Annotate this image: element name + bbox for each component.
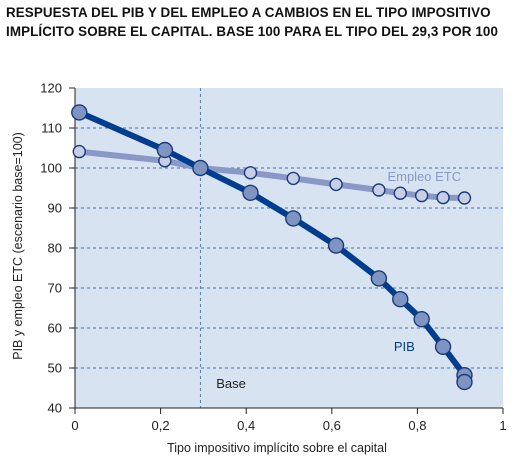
series-empleo-etc	[72, 144, 472, 205]
pib-point	[434, 338, 452, 355]
empleo-etc-point	[243, 166, 258, 180]
empleo-etc-point	[457, 191, 472, 205]
empleo-etc-point	[393, 186, 407, 200]
y-tick-label: 110	[41, 121, 62, 136]
pib-point	[71, 104, 88, 121]
x-tick-label: 0,6	[323, 418, 341, 433]
chart-title: RESPUESTA DEL PIB Y DEL EMPLEO A CAMBIOS…	[6, 5, 499, 39]
y-tick-label: 70	[48, 281, 62, 296]
series-label-pib: PIB	[394, 339, 415, 354]
empleo-etc-point	[436, 190, 450, 205]
pib-point	[456, 373, 473, 391]
y-tick-label: 100	[40, 161, 62, 176]
base-reference-label: Base	[216, 376, 246, 391]
pib-point	[327, 237, 345, 254]
y-tick-label: 90	[48, 201, 62, 216]
empleo-etc-point	[72, 144, 86, 159]
empleo-etc-point	[372, 183, 386, 197]
series-label-empleo-etc: Empleo ETC	[387, 169, 461, 184]
pib-point	[392, 291, 409, 308]
x-tick-labels: 0 0,2 0,4 0,6 0,8 1	[71, 418, 506, 433]
x-tick-label: 0,4	[237, 418, 255, 433]
pib-point	[370, 270, 388, 287]
empleo-etc-point	[329, 177, 343, 192]
pib-point	[192, 159, 209, 177]
pib-point	[285, 210, 302, 227]
axes	[69, 87, 504, 414]
empleo-etc-point	[286, 171, 300, 186]
x-tick-label: 0	[71, 418, 78, 433]
pib-point	[156, 141, 174, 159]
y-tick-label: 80	[48, 241, 62, 256]
x-axis-label: Tipo impositivo implícito sobre el capit…	[167, 441, 387, 455]
y-tick-label: 50	[48, 361, 62, 376]
x-tick-label: 1	[499, 418, 506, 433]
pib-point	[413, 311, 430, 328]
empleo-etc-point	[414, 188, 429, 203]
y-tick-label: 60	[48, 321, 62, 336]
x-tick-label: 0,8	[408, 418, 426, 433]
series-pib	[71, 104, 473, 391]
y-tick-label: 40	[48, 401, 62, 416]
y-axis-label: PIB y empleo ETC (escenario base=100)	[11, 132, 25, 360]
pib-point	[242, 184, 259, 202]
y-tick-label: 120	[40, 81, 62, 96]
y-tick-labels: 40 50 60 70 80 90 100 110 120	[40, 81, 62, 416]
x-tick-label: 0,2	[152, 418, 170, 433]
